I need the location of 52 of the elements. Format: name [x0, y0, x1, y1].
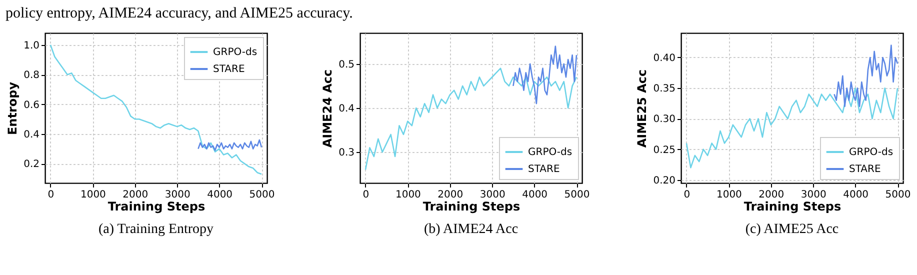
x-tick-label: 3000: [800, 190, 826, 200]
y-tick-label: 0.5: [338, 59, 354, 70]
legend-label: STARE: [213, 64, 245, 75]
y-tick-label: 0.2: [24, 159, 40, 170]
y-tick-label: 0.40: [653, 52, 676, 64]
x-axis-title: Training Steps: [108, 200, 206, 214]
x-tick-label: 2000: [438, 190, 464, 200]
x-tick-label: 2000: [122, 190, 148, 200]
x-tick-label: 1000: [395, 190, 421, 200]
text: (c) AIME25 Acc: [745, 222, 839, 237]
line-series: [834, 44, 898, 108]
x-tick-label: 4000: [522, 190, 548, 200]
x-axis-title: Training Steps: [422, 200, 520, 214]
x-tick-label: 1000: [716, 190, 742, 200]
x-tick-label: 4000: [843, 190, 869, 200]
y-axis-title: AIME24 Acc: [320, 69, 335, 148]
x-tick-label: 5000: [249, 190, 275, 200]
legend-label: GRPO-ds: [849, 147, 894, 158]
y-tick-label: 0.4: [338, 104, 354, 114]
x-tick-label: 0: [684, 190, 690, 200]
legend-label: STARE: [849, 164, 881, 175]
line-series: [364, 68, 578, 170]
legend-label: GRPO-ds: [213, 47, 258, 58]
y-tick-label: 0.25: [653, 144, 676, 156]
x-tick-label: 5000: [564, 190, 590, 200]
line-series: [512, 46, 578, 104]
x-tick-label: 5000: [885, 190, 911, 200]
legend-label: STARE: [528, 164, 560, 175]
text: policy entropy, AIME24 accuracy, and AIME25 accuracy.: [5, 5, 353, 22]
y-tick-label: 0.3: [338, 148, 354, 159]
x-tick-label: 3000: [164, 190, 190, 200]
x-tick-label: 4000: [207, 190, 233, 200]
y-tick-label: 0.6: [24, 100, 40, 111]
x-tick-label: 3000: [480, 190, 506, 200]
x-tick-label: 2000: [758, 190, 784, 200]
x-axis-title: Training Steps: [744, 200, 842, 214]
y-axis-title: Entropy: [6, 82, 20, 136]
x-tick-label: 0: [48, 190, 54, 200]
line-series: [198, 139, 262, 151]
x-tick-label: 1000: [80, 190, 106, 200]
y-tick-label: 1.0: [24, 40, 40, 52]
y-tick-label: 0.30: [653, 114, 676, 126]
text: (b) AIME24 Acc: [424, 222, 518, 237]
line-series: [50, 44, 262, 175]
x-tick-label: 0: [362, 190, 370, 200]
y-tick-label: 0.20: [653, 175, 676, 186]
y-tick-label: 0.35: [653, 84, 676, 95]
text: (a) Training Entropy: [98, 222, 214, 237]
legend-label: GRPO-ds: [528, 147, 572, 158]
y-tick-label: 0.4: [24, 129, 40, 140]
y-tick-label: 0.8: [24, 70, 40, 82]
y-axis-title: AIME25 Acc: [635, 69, 650, 148]
